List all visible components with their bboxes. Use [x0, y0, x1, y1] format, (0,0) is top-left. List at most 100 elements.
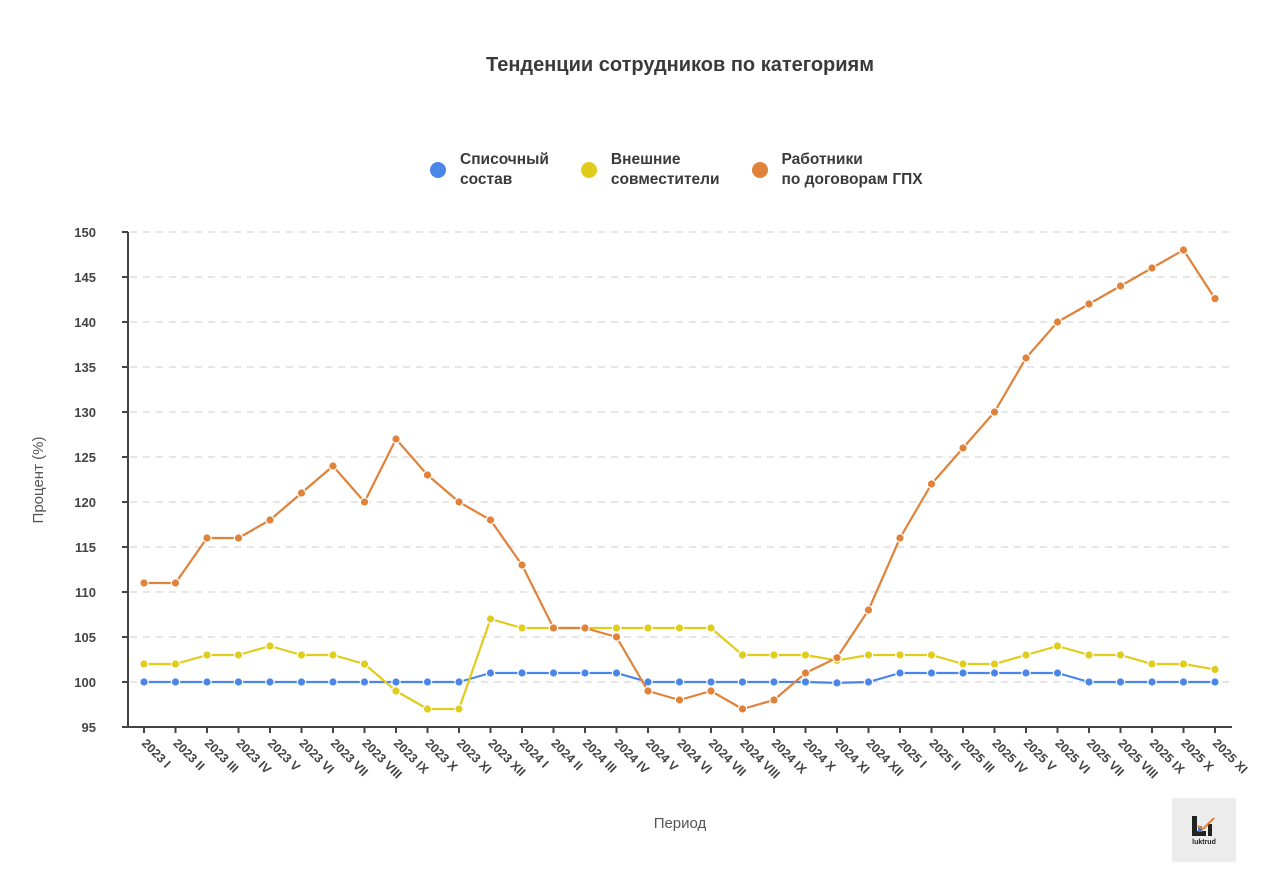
legend-item-headcount[interactable]: Списочный состав — [430, 150, 549, 190]
data-point[interactable] — [1147, 263, 1157, 273]
data-point[interactable] — [1084, 299, 1094, 309]
data-point[interactable] — [1147, 677, 1157, 687]
data-point[interactable] — [989, 659, 1000, 669]
data-point[interactable] — [328, 677, 338, 687]
data-point[interactable] — [454, 497, 464, 507]
data-point[interactable] — [1021, 353, 1031, 363]
data-point[interactable] — [202, 533, 212, 543]
data-point[interactable] — [611, 623, 622, 633]
data-point[interactable] — [359, 497, 370, 507]
data-point[interactable] — [328, 650, 338, 660]
data-point[interactable] — [769, 677, 779, 687]
data-point[interactable] — [895, 650, 905, 660]
data-point[interactable] — [863, 605, 874, 615]
data-point[interactable] — [800, 668, 811, 678]
data-point[interactable] — [895, 533, 905, 543]
data-point[interactable] — [1084, 677, 1094, 687]
data-point[interactable] — [233, 533, 244, 543]
data-point[interactable] — [832, 678, 842, 688]
data-point[interactable] — [265, 641, 275, 651]
data-point[interactable] — [800, 677, 811, 687]
data-point[interactable] — [328, 461, 338, 471]
data-point[interactable] — [643, 623, 653, 633]
data-point[interactable] — [989, 668, 1000, 678]
data-point[interactable] — [548, 623, 559, 633]
data-point[interactable] — [706, 686, 716, 696]
data-point[interactable] — [359, 677, 370, 687]
data-point[interactable] — [611, 632, 622, 642]
data-point[interactable] — [454, 677, 464, 687]
data-point[interactable] — [517, 560, 527, 570]
data-point[interactable] — [1210, 677, 1220, 687]
data-point[interactable] — [296, 677, 307, 687]
data-point[interactable] — [422, 704, 433, 714]
data-point[interactable] — [580, 668, 590, 678]
data-point[interactable] — [800, 650, 811, 660]
data-point[interactable] — [517, 623, 527, 633]
data-point[interactable] — [485, 515, 496, 525]
data-point[interactable] — [1210, 664, 1220, 675]
data-point[interactable] — [233, 650, 244, 660]
data-point[interactable] — [202, 677, 212, 687]
data-point[interactable] — [202, 650, 212, 660]
data-point[interactable] — [958, 443, 968, 453]
data-point[interactable] — [265, 515, 275, 525]
data-point[interactable] — [895, 668, 905, 678]
data-point[interactable] — [1021, 668, 1031, 678]
data-point[interactable] — [863, 677, 874, 687]
data-point[interactable] — [139, 659, 149, 669]
data-point[interactable] — [737, 704, 748, 714]
data-point[interactable] — [233, 677, 244, 687]
legend-item-gph[interactable]: Работники по договорам ГПХ — [751, 150, 923, 190]
data-point[interactable] — [1178, 677, 1189, 687]
data-point[interactable] — [1084, 650, 1094, 660]
data-point[interactable] — [485, 614, 496, 624]
data-point[interactable] — [1052, 317, 1063, 327]
data-point[interactable] — [1115, 281, 1126, 291]
data-point[interactable] — [863, 650, 874, 660]
data-point[interactable] — [1052, 668, 1063, 678]
data-point[interactable] — [548, 668, 559, 678]
data-point[interactable] — [1052, 641, 1063, 651]
data-point[interactable] — [989, 407, 1000, 417]
data-point[interactable] — [926, 479, 937, 489]
data-point[interactable] — [1021, 650, 1031, 660]
data-point[interactable] — [1178, 659, 1189, 669]
data-point[interactable] — [391, 434, 401, 444]
data-point[interactable] — [422, 470, 433, 480]
data-point[interactable] — [391, 677, 401, 687]
data-point[interactable] — [706, 623, 716, 633]
data-point[interactable] — [926, 668, 937, 678]
data-point[interactable] — [139, 578, 149, 588]
data-point[interactable] — [926, 650, 937, 660]
data-point[interactable] — [485, 668, 496, 678]
data-point[interactable] — [517, 668, 527, 678]
data-point[interactable] — [422, 677, 433, 687]
data-point[interactable] — [769, 695, 779, 705]
data-point[interactable] — [580, 623, 590, 633]
data-point[interactable] — [391, 686, 401, 696]
data-point[interactable] — [1147, 659, 1157, 669]
legend-item-external[interactable]: Внешние совместители — [580, 150, 720, 190]
data-point[interactable] — [958, 659, 968, 669]
data-point[interactable] — [706, 677, 716, 687]
data-point[interactable] — [1115, 677, 1126, 687]
data-point[interactable] — [611, 668, 622, 678]
data-point[interactable] — [265, 677, 275, 687]
data-point[interactable] — [1210, 293, 1220, 304]
data-point[interactable] — [170, 677, 181, 687]
data-point[interactable] — [769, 650, 779, 660]
data-point[interactable] — [170, 578, 181, 588]
data-point[interactable] — [958, 668, 968, 678]
data-point[interactable] — [832, 652, 842, 663]
data-point[interactable] — [296, 650, 307, 660]
data-point[interactable] — [139, 677, 149, 687]
data-point[interactable] — [454, 704, 464, 714]
data-point[interactable] — [737, 677, 748, 687]
data-point[interactable] — [737, 650, 748, 660]
data-point[interactable] — [170, 659, 181, 669]
data-point[interactable] — [674, 695, 685, 705]
data-point[interactable] — [296, 488, 307, 498]
data-point[interactable] — [1178, 245, 1189, 255]
data-point[interactable] — [1115, 650, 1126, 660]
